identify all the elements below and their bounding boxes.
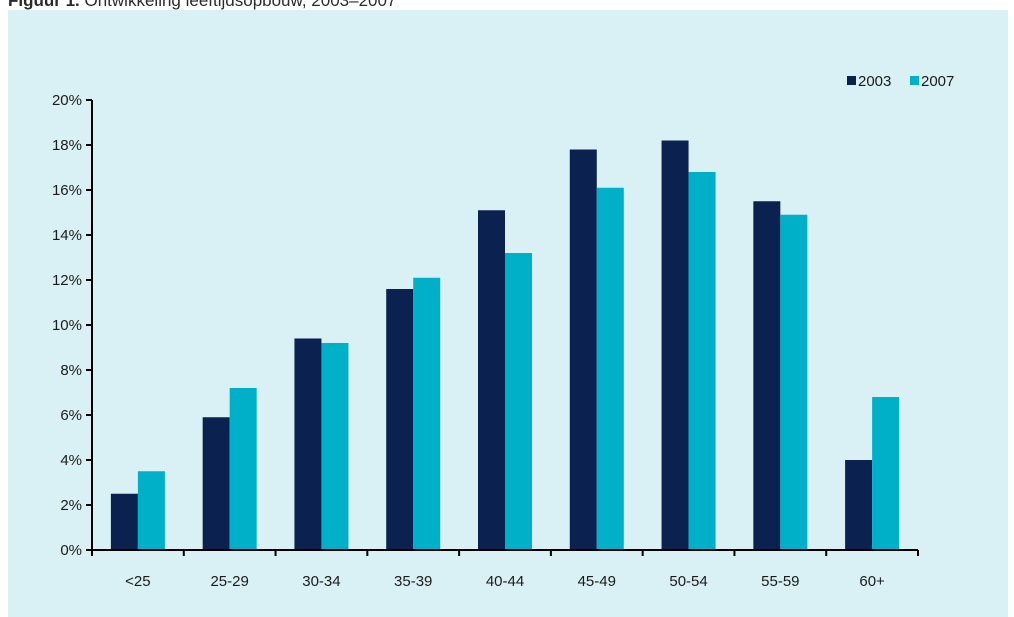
y-tick-label: 2% [60, 497, 82, 514]
bar-2003-<25 [110, 493, 138, 550]
x-category-label: <25 [125, 573, 150, 590]
y-tick-label: 4% [60, 452, 82, 469]
bar-2007-25-29 [229, 388, 257, 550]
y-tick-label: 18% [52, 137, 82, 154]
legend-label-2003: 2003 [858, 73, 891, 90]
bar-2003-40-44 [478, 210, 505, 550]
bar-2003-35-39 [386, 289, 414, 550]
x-category-label: 45-49 [578, 573, 616, 590]
legend-swatch-2003 [847, 76, 856, 85]
legend-label-2007: 2007 [921, 73, 954, 90]
y-tick-label: 10% [52, 317, 82, 334]
y-tick-label: 14% [52, 227, 82, 244]
x-category-label: 55-59 [761, 573, 799, 590]
y-tick-label: 12% [52, 272, 82, 289]
bar-2007-30-34 [321, 343, 349, 550]
x-category-label: 60+ [859, 573, 885, 590]
y-tick-label: 6% [60, 407, 82, 424]
bar-2007-45-49 [596, 187, 624, 550]
x-category-label: 25-29 [210, 573, 248, 590]
bar-2003-45-49 [569, 149, 597, 550]
y-tick-label: 20% [52, 92, 82, 109]
bar-2007-50-54 [688, 172, 716, 550]
x-category-label: 35-39 [394, 573, 432, 590]
bar-2007-40-44 [505, 253, 532, 550]
bar-2003-30-34 [294, 338, 322, 550]
figure-caption: Figuur 1. Ontwikkeling leeftijdsopbouw, … [8, 0, 396, 11]
bar-2003-55-59 [753, 201, 781, 550]
bar-2003-50-54 [661, 140, 689, 550]
bar-2007-<25 [137, 471, 165, 550]
y-tick-label: 8% [60, 362, 82, 379]
x-category-label: 50-54 [669, 573, 707, 590]
bar-2007-55-59 [780, 214, 808, 550]
y-tick-label: 0% [60, 542, 82, 559]
figure-caption-lead: Figuur 1. [8, 0, 80, 10]
bar-2003-25-29 [202, 417, 230, 550]
x-category-label: 30-34 [302, 573, 340, 590]
legend-swatch-2007 [910, 76, 919, 85]
y-tick-label: 16% [52, 182, 82, 199]
figure-caption-text: Ontwikkeling leeftijdsopbouw, 2003–2007 [79, 0, 397, 10]
bar-2007-60+ [872, 397, 900, 550]
bar-2007-35-39 [413, 277, 441, 550]
bar-2003-60+ [845, 460, 873, 550]
x-category-label: 40-44 [486, 573, 524, 590]
